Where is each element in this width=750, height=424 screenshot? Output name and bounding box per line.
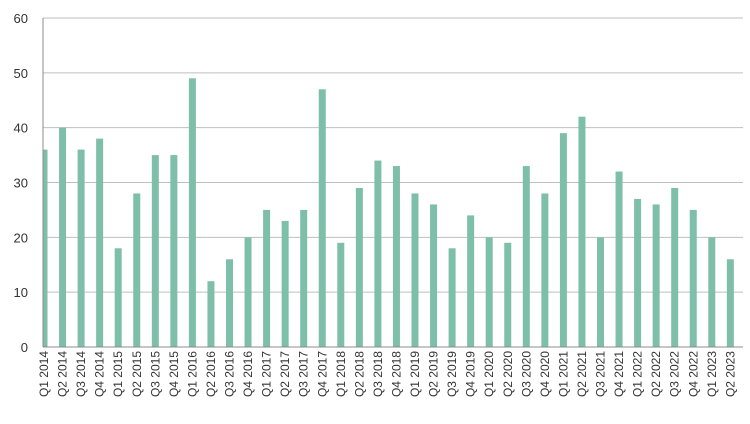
x-tick-label: Q3 2015 bbox=[148, 351, 162, 397]
bar bbox=[355, 187, 363, 347]
bar bbox=[615, 171, 623, 347]
x-tick-label: Q3 2022 bbox=[668, 351, 682, 397]
bar bbox=[559, 133, 567, 347]
axes bbox=[42, 18, 743, 348]
x-tick-label: Q2 2020 bbox=[501, 351, 515, 397]
bar bbox=[114, 248, 122, 347]
y-tick-label: 40 bbox=[14, 121, 28, 136]
bar bbox=[77, 149, 85, 347]
bar bbox=[96, 138, 104, 347]
bar bbox=[263, 209, 271, 347]
x-tick-label: Q1 2018 bbox=[334, 351, 348, 397]
bar bbox=[467, 215, 475, 347]
bar bbox=[281, 220, 289, 347]
x-tick-label: Q2 2023 bbox=[723, 351, 737, 397]
bar bbox=[337, 242, 345, 347]
x-tick-label: Q4 2014 bbox=[93, 351, 107, 397]
x-tick-label: Q4 2016 bbox=[241, 351, 255, 397]
bar bbox=[708, 237, 716, 347]
bar bbox=[392, 166, 400, 347]
bar bbox=[43, 149, 48, 347]
x-tick-label: Q3 2014 bbox=[74, 351, 88, 397]
x-tick-label: Q2 2014 bbox=[56, 351, 70, 397]
x-tick-label: Q1 2021 bbox=[556, 351, 570, 397]
x-tick-label: Q2 2017 bbox=[278, 351, 292, 397]
x-axis-tick-labels: Q1 2014 Q2 2014 Q3 2014 Q4 2014 Q1 2015 Q2 20… bbox=[37, 351, 737, 397]
bars bbox=[43, 78, 734, 348]
x-tick-label: Q3 2016 bbox=[223, 351, 237, 397]
x-tick-label: Q1 2022 bbox=[631, 351, 645, 397]
x-tick-label: Q4 2021 bbox=[612, 351, 626, 397]
y-tick-label: 0 bbox=[21, 340, 28, 355]
bar bbox=[485, 237, 493, 347]
x-tick-label: Q3 2019 bbox=[445, 351, 459, 397]
bar bbox=[374, 160, 382, 347]
x-tick-label: Q1 2017 bbox=[260, 351, 274, 397]
x-tick-label: Q3 2017 bbox=[297, 351, 311, 397]
bar bbox=[188, 78, 196, 348]
x-tick-label: Q1 2014 bbox=[37, 351, 51, 397]
bar bbox=[541, 193, 549, 347]
x-tick-label: Q2 2018 bbox=[352, 351, 366, 397]
bar bbox=[244, 237, 252, 347]
y-tick-label: 20 bbox=[14, 230, 28, 245]
bar bbox=[411, 193, 419, 347]
x-tick-label: Q4 2019 bbox=[464, 351, 478, 397]
bar bbox=[300, 209, 308, 347]
x-tick-label: Q3 2018 bbox=[371, 351, 385, 397]
bar bbox=[151, 155, 159, 347]
x-tick-label: Q2 2019 bbox=[427, 351, 441, 397]
x-tick-label: Q4 2020 bbox=[538, 351, 552, 397]
x-tick-label: Q3 2020 bbox=[519, 351, 533, 397]
y-tick-label: 60 bbox=[14, 11, 28, 26]
bar bbox=[597, 237, 604, 347]
x-tick-label: Q1 2023 bbox=[705, 351, 719, 397]
y-tick-label: 10 bbox=[14, 285, 28, 300]
bar bbox=[448, 248, 456, 347]
bar bbox=[226, 259, 233, 347]
bar bbox=[430, 204, 438, 347]
bar bbox=[522, 166, 530, 347]
x-tick-label: Q2 2022 bbox=[649, 351, 663, 397]
bar bbox=[689, 209, 697, 347]
x-tick-label: Q4 2022 bbox=[686, 351, 700, 397]
bar bbox=[578, 116, 586, 347]
x-tick-label: Q4 2015 bbox=[167, 351, 181, 397]
x-tick-label: Q1 2019 bbox=[408, 351, 422, 397]
x-tick-label: Q4 2017 bbox=[315, 351, 329, 397]
x-tick-label: Q2 2016 bbox=[204, 351, 218, 397]
bar bbox=[133, 193, 141, 347]
bar bbox=[207, 281, 215, 347]
bar bbox=[726, 259, 734, 347]
bar bbox=[671, 187, 679, 347]
y-tick-label: 50 bbox=[14, 66, 28, 81]
x-tick-label: Q3 2021 bbox=[594, 351, 608, 397]
x-tick-label: Q1 2020 bbox=[482, 351, 496, 397]
x-tick-label: Q2 2015 bbox=[130, 351, 144, 397]
y-axis-tick-labels: 0 10 20 30 40 50 60 bbox=[14, 11, 28, 355]
y-tick-label: 30 bbox=[14, 176, 28, 191]
bar bbox=[504, 242, 512, 347]
bar bbox=[318, 89, 326, 348]
x-tick-label: Q2 2021 bbox=[575, 351, 589, 397]
bar bbox=[634, 198, 642, 347]
bar bbox=[170, 155, 178, 347]
x-tick-label: Q4 2018 bbox=[389, 351, 403, 397]
x-tick-label: Q1 2016 bbox=[185, 351, 199, 397]
bar bbox=[59, 127, 67, 348]
bar bbox=[652, 204, 660, 347]
x-tick-label: Q1 2015 bbox=[111, 351, 125, 397]
